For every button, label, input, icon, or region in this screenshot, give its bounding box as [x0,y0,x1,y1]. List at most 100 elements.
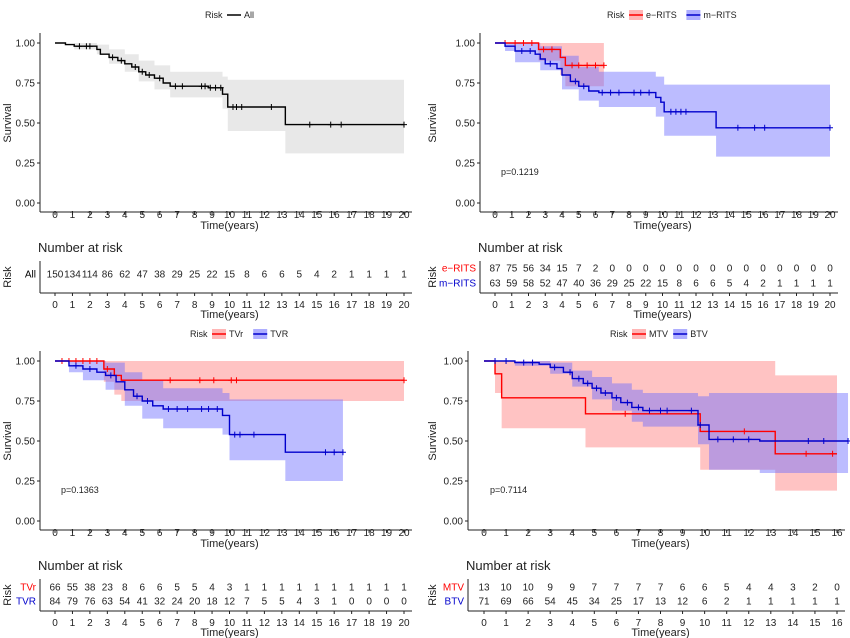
survival-line-1 [55,360,404,381]
censor-mark [79,358,86,364]
censor-mark [132,64,139,70]
risk-count: 1 [827,279,833,290]
risk-count: 25 [189,270,201,281]
risk-x-tick-label: 10 [224,618,236,629]
risk-count: 15 [224,270,236,281]
legend-label-2: m−RITS [703,10,736,20]
censor-mark [86,358,93,364]
censor-mark [233,104,240,110]
risk-count: 75 [506,264,518,275]
risk-count: 63 [102,597,114,608]
x-tick-label: 1 [70,528,76,539]
censor-mark [805,438,812,444]
censor-mark [86,366,93,372]
censor-mark [593,385,600,392]
x-tick-label: 7 [609,210,615,221]
risk-count: 0 [349,597,355,608]
risk-x-tick-label: 17 [346,300,358,311]
risk-x-tick-label: 0 [52,618,58,629]
y-axis-title: Survival [427,103,439,142]
risk-x-tick-label: 1 [70,300,76,311]
risk-x-tick-label: 15 [311,618,323,629]
risk-axis-title: Risk [2,584,14,606]
risk-x-tick-label: 15 [311,300,323,311]
censor-mark [602,390,609,396]
risk-count: 0 [710,264,716,275]
legend-title: Risk [190,329,208,339]
censor-mark [109,54,116,61]
risk-count: 3 [227,583,233,594]
censor-mark [339,449,346,456]
risk-count: 1 [401,583,407,594]
legend-label-1: All [244,10,254,20]
censor-mark [613,394,620,401]
risk-row-label: TVr [20,583,36,594]
risk-count: 1 [812,597,818,608]
survival-line-2 [484,360,849,442]
risk-count: 1 [384,270,390,281]
y-axis-title: Survival [427,421,439,460]
ci-band-2 [55,361,343,481]
risk-count: 12 [224,597,236,608]
risk-count: 7 [576,264,582,275]
x-tick-label: 15 [741,210,753,221]
risk-count: 17 [633,597,645,608]
risk-count: 29 [172,270,184,281]
x-tick-label: 3 [547,528,553,539]
censor-mark [820,438,827,444]
risk-count: 4 [743,279,749,290]
risk-x-tick-label: 7 [636,618,642,629]
risk-x-tick-label: 2 [87,618,93,629]
censor-mark [607,89,614,96]
risk-count: 10 [500,583,512,594]
censor-mark [599,89,606,96]
risk-row-label: BTV [445,597,465,608]
x-tick-label: 5 [576,210,582,221]
legend: Risk All [205,10,254,20]
legend-title: Risk [607,10,625,20]
risk-count: 84 [49,597,61,608]
censor-mark [107,372,114,379]
censor-mark [528,40,535,46]
censor-mark [212,84,219,91]
censor-mark [622,410,629,417]
risk-count: 7 [658,583,664,594]
censor-mark [327,121,334,128]
risk-axis-title: Risk [427,584,439,606]
risk-count: 1 [746,597,752,608]
censor-mark [238,104,245,110]
risk-x-tick-label: 5 [139,300,145,311]
risk-count: 0 [366,597,372,608]
risk-x-tick-label: 11 [721,618,732,629]
risk-x-tick-label: 6 [157,618,163,629]
censor-mark [179,83,186,90]
risk-count: 34 [540,264,552,275]
risk-x-axis-title: Time(years) [631,627,689,638]
x-tick-label: 20 [824,210,836,221]
risk-x-tick-label: 8 [626,300,632,311]
censor-mark [569,62,576,69]
risk-x-tick-label: 19 [808,300,820,311]
censor-mark [580,83,587,90]
risk-x-tick-label: 18 [791,300,803,311]
risk-count: 66 [523,597,535,608]
legend: Risk MTV BTV [610,329,708,339]
x-tick-label: 5 [592,528,598,539]
risk-row-label: e−RITS [442,264,477,275]
risk-x-tick-label: 17 [774,300,786,311]
x-tick-label: 14 [787,528,799,539]
risk-count: 0 [743,264,749,275]
risk-x-axis-title: Time(years) [200,309,258,321]
x-tick-label: 10 [657,210,669,221]
risk-x-tick-label: 8 [192,618,198,629]
risk-count: 0 [827,264,833,275]
censor-mark [210,377,217,384]
risk-x-tick-label: 16 [329,618,341,629]
y-tick-label: 0.50 [16,437,36,448]
censor-mark [646,89,653,96]
risk-count: 1 [331,583,337,594]
risk-count: 7 [636,583,642,594]
risk-count: 114 [82,270,98,281]
risk-x-tick-label: 14 [787,618,799,629]
